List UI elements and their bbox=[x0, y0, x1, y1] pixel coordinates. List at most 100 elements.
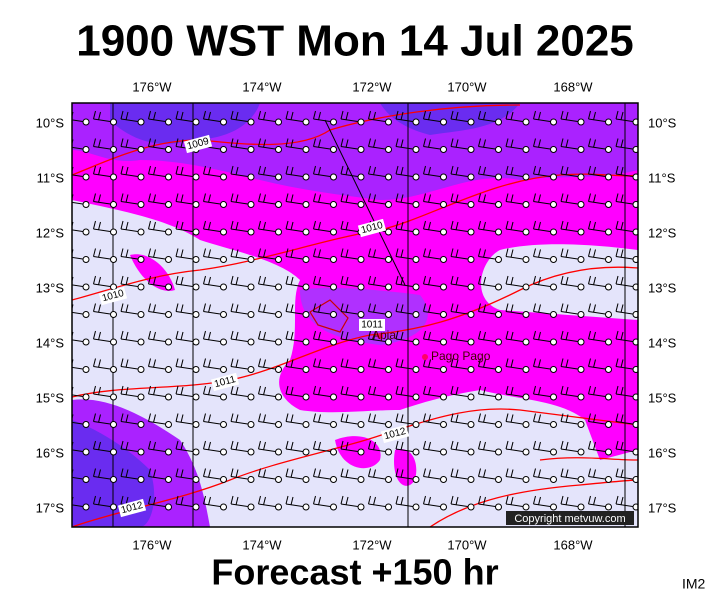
wind-barb bbox=[125, 304, 129, 313]
wind-barb bbox=[340, 358, 344, 367]
wind-station bbox=[495, 421, 502, 428]
wind-barb bbox=[345, 111, 349, 121]
wind-barb bbox=[373, 359, 376, 368]
lat-label: 15°S bbox=[648, 390, 677, 405]
wind-station bbox=[467, 146, 475, 153]
wind-station bbox=[330, 283, 337, 291]
wind-station bbox=[605, 338, 612, 346]
wind-barb bbox=[175, 440, 179, 450]
lat-label: 14°S bbox=[36, 335, 65, 350]
wind-station bbox=[495, 366, 502, 373]
wind-station bbox=[330, 476, 337, 483]
wind-barb bbox=[125, 139, 129, 148]
wind-barb bbox=[120, 138, 124, 147]
wind-station bbox=[220, 448, 227, 456]
wind-station bbox=[247, 448, 255, 456]
wind-barb bbox=[400, 441, 404, 451]
wind-station bbox=[165, 393, 172, 401]
wind-barb bbox=[290, 221, 294, 231]
lat-label: 17°S bbox=[36, 500, 65, 515]
wind-barb bbox=[510, 359, 514, 368]
wind-barb bbox=[345, 166, 349, 176]
wind-station bbox=[302, 118, 310, 126]
wind-barb bbox=[148, 165, 151, 175]
wind-barb bbox=[400, 249, 404, 258]
wind-station bbox=[550, 201, 557, 208]
place-label: Apia bbox=[372, 328, 396, 342]
wind-barb bbox=[263, 496, 266, 506]
wind-barb bbox=[148, 468, 151, 477]
wind-barb bbox=[478, 330, 481, 340]
wind-barb bbox=[483, 386, 486, 396]
wind-station bbox=[577, 366, 585, 373]
wind-station bbox=[357, 256, 365, 263]
wind-barb bbox=[263, 221, 266, 231]
wind-barb bbox=[340, 413, 344, 422]
wind-barb bbox=[230, 358, 234, 367]
wind-station bbox=[495, 476, 502, 483]
wind-station bbox=[137, 201, 145, 208]
wind-barb bbox=[258, 193, 261, 202]
wind-barb bbox=[428, 139, 431, 148]
wind-barb bbox=[175, 495, 179, 505]
wind-barb bbox=[125, 414, 129, 423]
wind-barb bbox=[423, 413, 426, 422]
wind-barb bbox=[66, 249, 68, 257]
wind-barb bbox=[483, 111, 486, 121]
wind-barb bbox=[593, 496, 596, 506]
wind-station bbox=[577, 503, 585, 511]
wind-barb bbox=[428, 111, 431, 121]
wind-barb bbox=[345, 469, 349, 478]
wind-station bbox=[110, 393, 117, 401]
wind-station bbox=[192, 366, 200, 373]
lat-label: 15°S bbox=[36, 390, 65, 405]
wind-station bbox=[467, 476, 475, 483]
wind-station bbox=[330, 228, 337, 236]
wind-station bbox=[495, 146, 502, 153]
wind-station bbox=[385, 393, 392, 401]
wind-barb bbox=[560, 138, 564, 147]
wind-barb bbox=[290, 111, 294, 121]
wind-barb bbox=[235, 414, 239, 423]
wind-barb bbox=[340, 248, 344, 257]
wind-barb bbox=[565, 386, 569, 396]
wind-barb bbox=[318, 469, 321, 478]
wind-station bbox=[357, 146, 365, 153]
wind-barb bbox=[423, 165, 426, 175]
wind-station bbox=[577, 283, 585, 291]
wind-barb bbox=[560, 165, 564, 175]
place-label: Pago Pago bbox=[431, 349, 491, 363]
wind-station bbox=[247, 118, 255, 126]
wind-barb bbox=[428, 194, 431, 203]
wind-station bbox=[165, 476, 172, 483]
wind-barb bbox=[450, 220, 454, 230]
wind-barb bbox=[505, 248, 509, 257]
lon-label: 168°W bbox=[553, 79, 593, 94]
wind-barb bbox=[93, 413, 96, 422]
wind-station bbox=[522, 283, 530, 291]
wind-barb bbox=[285, 303, 289, 312]
wind-station bbox=[192, 476, 200, 483]
wind-station bbox=[412, 448, 420, 456]
wind-barb bbox=[593, 194, 596, 203]
wind-station bbox=[440, 256, 447, 263]
wind-station bbox=[357, 283, 365, 291]
wind-station bbox=[192, 338, 200, 346]
wind-barb bbox=[423, 110, 426, 120]
wind-station bbox=[577, 338, 585, 346]
wind-barb bbox=[615, 248, 619, 257]
wind-station bbox=[330, 256, 337, 263]
wind-barb bbox=[400, 221, 404, 231]
wind-barb bbox=[120, 220, 124, 230]
wind-barb bbox=[175, 303, 179, 312]
wind-barb bbox=[66, 139, 68, 147]
wind-barb bbox=[565, 359, 569, 368]
wind-barb bbox=[120, 110, 124, 120]
wind-barb bbox=[395, 385, 399, 395]
wind-barb bbox=[93, 495, 96, 505]
wind-barb bbox=[180, 194, 184, 203]
wind-barb bbox=[615, 138, 619, 147]
wind-barb bbox=[230, 468, 234, 477]
lon-label: 168°W bbox=[553, 537, 593, 552]
